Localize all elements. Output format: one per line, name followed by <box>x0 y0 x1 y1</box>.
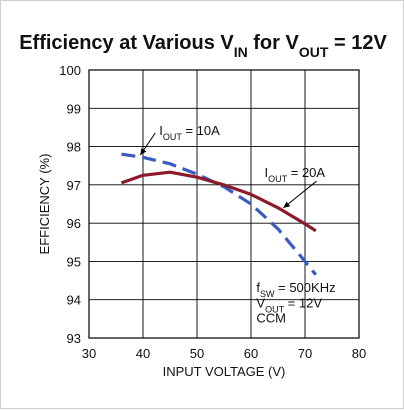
y-tick-label: 93 <box>67 331 81 346</box>
y-axis-label: EFFICIENCY (%) <box>37 154 52 255</box>
label-10a-arrowhead <box>140 148 147 155</box>
series-line-1 <box>121 152 318 276</box>
label-20a-arrow <box>283 180 317 209</box>
x-tick-label: 60 <box>244 346 258 361</box>
y-tick-label: 97 <box>67 178 81 193</box>
label-ccm: CCM <box>256 311 286 326</box>
axis-ticks: 30 40 50 60 70 80 93 94 95 96 97 98 99 100 <box>59 63 366 361</box>
series-line-2 <box>120 170 317 233</box>
chart-title: Efficiency at Various VIN for VOUT = 12V <box>19 32 387 60</box>
y-tick-label: 100 <box>59 63 81 78</box>
y-tick-label: 95 <box>67 254 81 269</box>
label-20a-arrowhead <box>283 201 291 208</box>
label-fsw: fSW = 500KHz <box>256 280 335 299</box>
label-vout: VOUT = 12V <box>256 295 322 314</box>
y-tick-label: 96 <box>67 216 81 231</box>
y-tick-label: 94 <box>67 293 81 308</box>
x-tick-label: 70 <box>298 346 312 361</box>
x-tick-label: 30 <box>82 346 96 361</box>
label-10a: IOUT = 10A <box>159 123 220 142</box>
x-tick-label: 50 <box>190 346 204 361</box>
plot-frame <box>88 69 360 339</box>
y-tick-label: 98 <box>67 140 81 155</box>
x-axis-label: INPUT VOLTAGE (V) <box>163 364 286 379</box>
x-tick-label: 80 <box>352 346 366 361</box>
series-lines <box>120 152 318 276</box>
label-20a: IOUT = 20A <box>265 165 326 184</box>
x-tick-label: 40 <box>136 346 150 361</box>
y-tick-label: 99 <box>67 101 81 116</box>
chart-title-text: Efficiency at Various VIN for VOUT = 12V <box>19 32 387 60</box>
